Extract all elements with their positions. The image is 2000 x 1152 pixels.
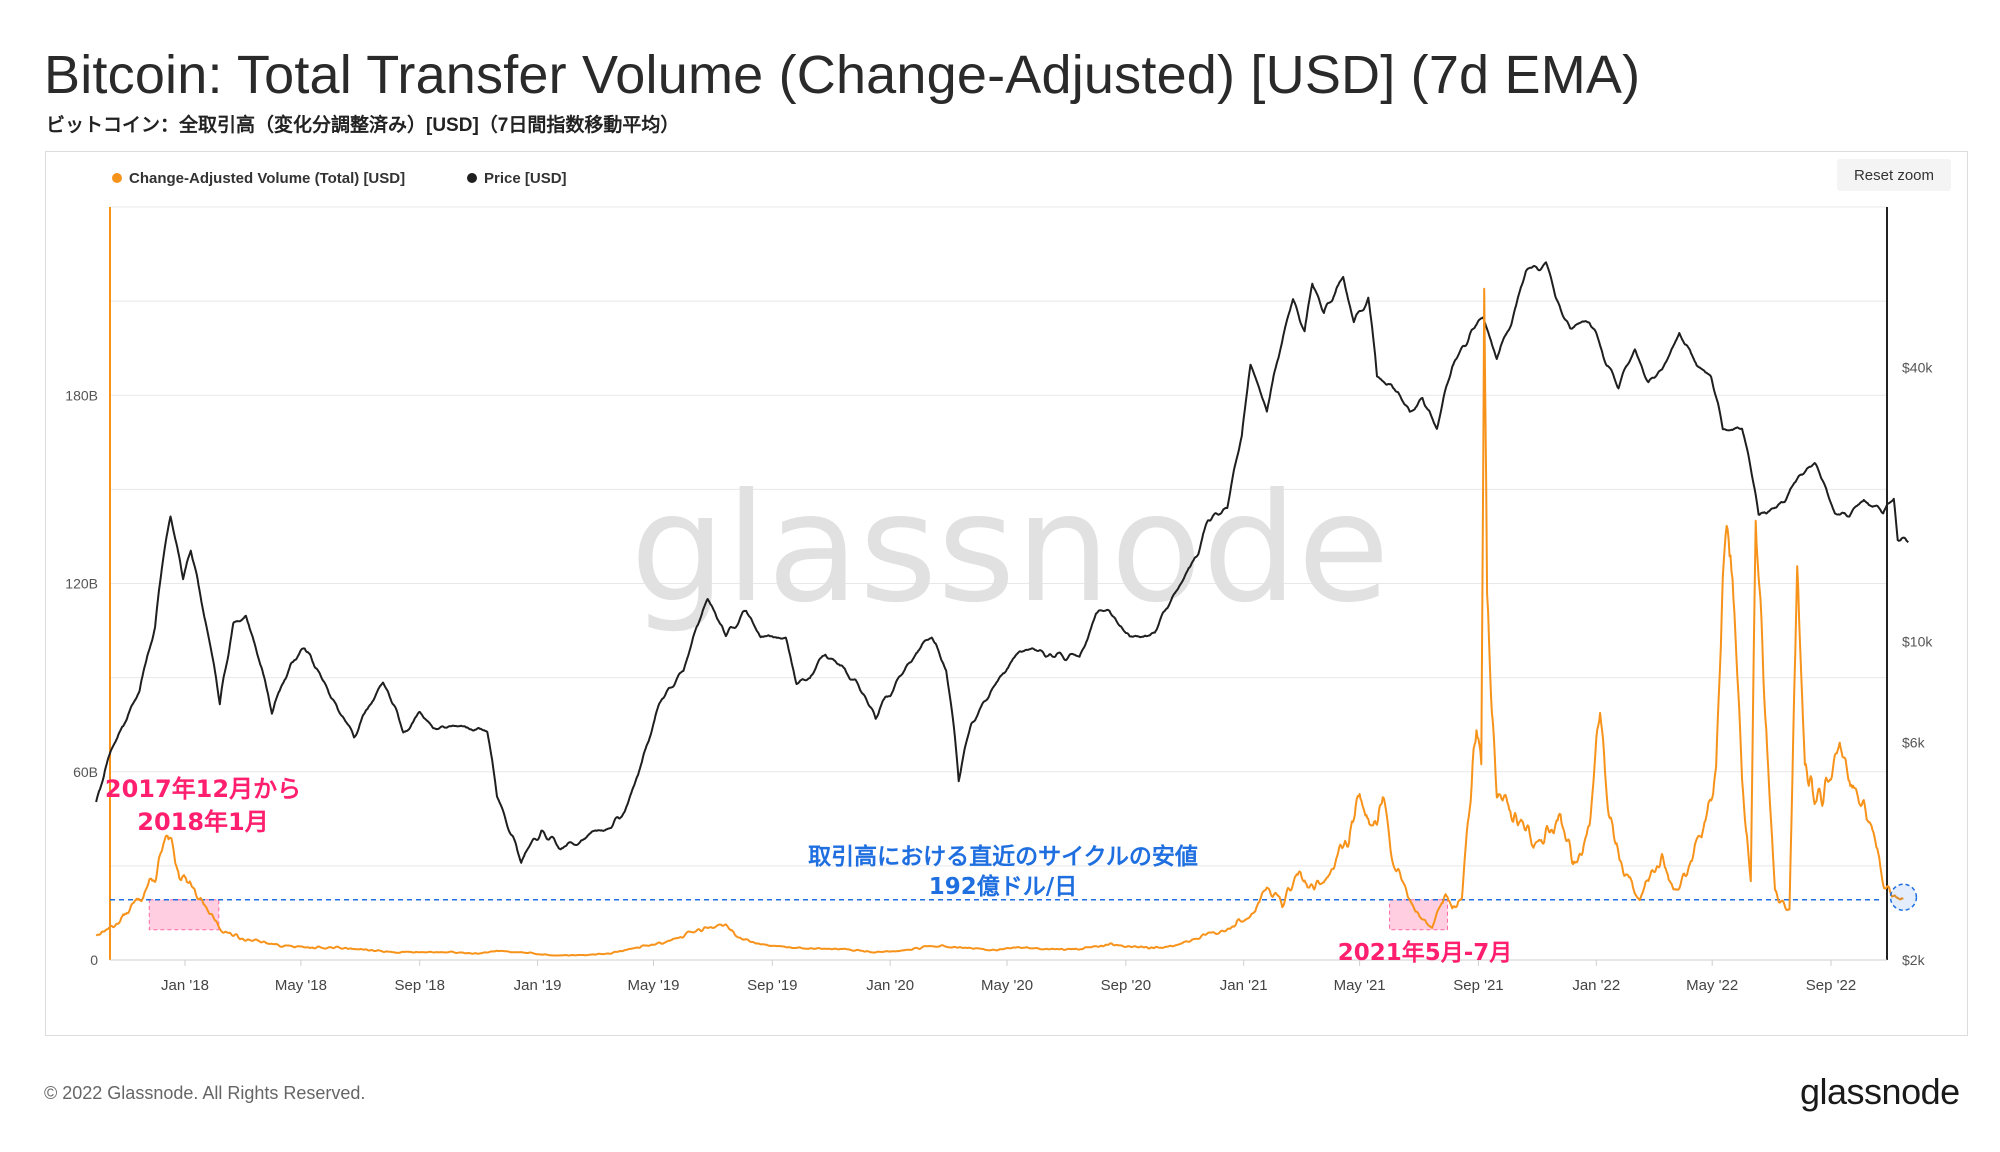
legend-marker [467,173,477,183]
series-lines[interactable] [95,261,1909,957]
y-right-tick-label: $2k [1902,952,1926,968]
y-left-tick-label: 180B [65,387,98,403]
legend-item[interactable]: Change-Adjusted Volume (Total) [USD] [112,170,405,187]
x-tick-label: Sep '21 [1453,977,1503,994]
legend-marker [112,173,122,183]
annotation-label: 192億ドル/日 [929,873,1077,900]
annotation-label: 取引高における直近のサイクルの安値 [808,843,1198,870]
x-tick-label: Jan '20 [866,977,914,994]
x-tick-label: Jan '21 [1220,977,1268,994]
y-right-tick-label: $40k [1902,359,1933,375]
volume-line [95,287,1904,957]
y-right-tick-label: $6k [1902,735,1926,751]
highlight-range-1 [149,899,219,930]
y-left-tick-label: 0 [90,952,98,968]
annotation-label: 2018年1月 [137,808,269,836]
x-tick-label: Jan '22 [1572,977,1620,994]
x-tick-label: Jan '19 [514,977,562,994]
x-tick-label: Sep '20 [1101,977,1151,994]
price-line [95,261,1909,864]
y-left-tick-label: 60B [73,764,98,780]
glassnode-logo: glassnode [1800,1071,1960,1112]
x-tick-label: May '21 [1334,977,1386,994]
annotation-label: 2017年12月から [105,775,301,803]
chart-panel [45,151,1968,1036]
copyright-notice: © 2022 Glassnode. All Rights Reserved. [44,1083,366,1103]
x-tick-label: Jan '18 [161,977,209,994]
tick-labels: Jan '18 May '18 Sep '18 Jan '19 May '19 Sep '… [65,359,1933,994]
x-tick-label: May '19 [627,977,679,994]
y-left-tick-label: 120B [65,576,98,592]
highlight-ranges [148,899,1449,931]
annotation-label: 2021年5月-7月 [1338,939,1513,966]
axes [109,207,1888,961]
legend-label: Change-Adjusted Volume (Total) [USD] [129,170,405,187]
latest-point-marker [1889,883,1918,911]
watermark-glassnode: glassnode [630,462,1389,636]
x-tick-label: Sep '22 [1806,977,1856,994]
legend[interactable]: Change-Adjusted Volume (Total) [USD] Pric… [112,170,567,187]
legend-item[interactable]: Price [USD] [467,170,567,187]
chart-title: Bitcoin: Total Transfer Volume (Change-A… [44,45,1641,105]
x-tick-label: May '20 [981,977,1033,994]
x-tick-label: Sep '18 [395,977,445,994]
x-tick-label: May '18 [275,977,327,994]
x-tick-label: May '22 [1686,977,1738,994]
chart-subtitle: ビットコイン：全取引高（変化分調整済み）[USD]（7日間指数移動平均） [46,115,680,136]
highlight-range-border-1 [148,899,220,931]
x-tick-label: Sep '19 [747,977,797,994]
y-right-tick-label: $10k [1902,634,1933,650]
latest-marker [1889,883,1918,911]
reset-zoom-button[interactable]: Reset zoom [1837,159,1951,191]
legend-label: Price [USD] [484,170,567,187]
